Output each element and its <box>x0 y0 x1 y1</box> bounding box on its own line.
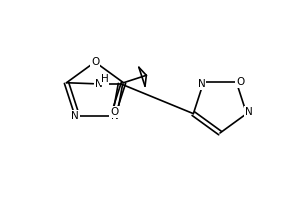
Text: N: N <box>94 79 102 89</box>
Text: O: O <box>110 107 118 117</box>
Text: H: H <box>100 74 108 84</box>
Text: N: N <box>71 111 79 121</box>
Text: N: N <box>245 107 253 117</box>
Text: N: N <box>111 111 119 121</box>
Text: O: O <box>236 77 244 87</box>
Text: O: O <box>91 57 99 67</box>
Text: N: N <box>198 79 206 89</box>
